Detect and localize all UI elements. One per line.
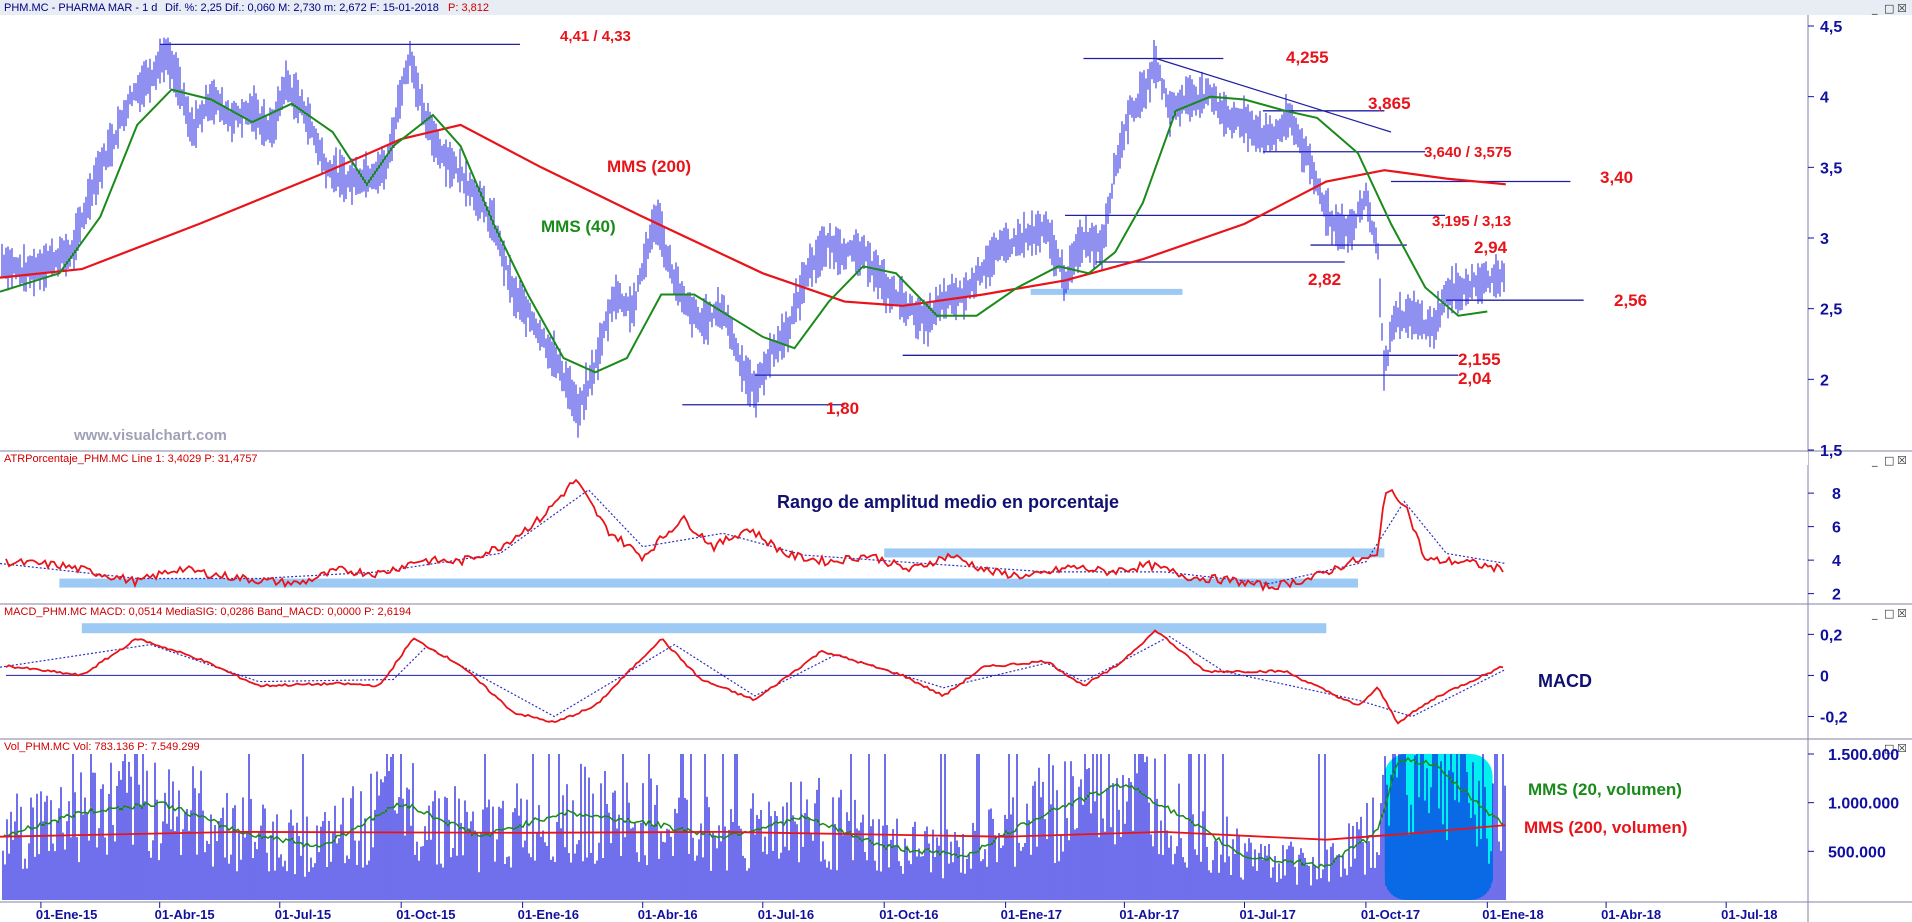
xtick-label: 01-Abr-18 — [1601, 907, 1661, 922]
macd-line — [5, 629, 1504, 725]
macd-signal-line — [0, 635, 1507, 718]
vol-ytick-label: 1.500.000 — [1828, 747, 1899, 764]
level-label-6: 2,94 — [1474, 238, 1508, 257]
macd-close-icon[interactable]: ☒ — [1897, 607, 1907, 620]
atr-signal-line — [0, 489, 1506, 585]
vol-panel-header: Vol_PHM.MC Vol: 783.136 P: 7.549.299 _ □… — [4, 741, 1907, 755]
vol-mms200-label: MMS (200, volumen) — [1524, 818, 1687, 837]
macd-panel-header: MACD_PHM.MC MACD: 0,0514 MediaSIG: 0,028… — [4, 606, 1907, 620]
xtick-label: 01-Jul-16 — [758, 907, 814, 922]
atr-panel-header: ATRPorcentaje_PHM.MC Line 1: 3,4029 P: 3… — [0, 452, 1907, 467]
level-label-0: 4,41 / 4,33 — [560, 28, 631, 45]
price-panel-header — [0, 0, 1912, 15]
macd-panel — [0, 623, 1507, 725]
macd-ytick-label: 0,2 — [1820, 627, 1842, 644]
xtick-label: 01-Ene-17 — [1001, 907, 1062, 922]
macd-ytick-label: 0 — [1820, 668, 1829, 685]
price-window-controls: _ □ ☒ — [1871, 2, 1907, 15]
vol-ytick-label: 1.000.000 — [1828, 796, 1899, 813]
vol-minimize-icon[interactable]: _ — [1871, 742, 1878, 755]
price-ytick-label: 1,5 — [1820, 443, 1842, 460]
atr-line — [5, 478, 1504, 593]
xtick-label: 01-Jul-15 — [275, 907, 331, 922]
xtick-label: 01-Oct-15 — [396, 907, 455, 922]
volume-mms20-line — [3, 756, 1505, 869]
vol-close-icon[interactable]: ☒ — [1897, 742, 1907, 755]
atr-ytick-label: 8 — [1832, 486, 1841, 503]
atr-ytick-label: 4 — [1832, 553, 1841, 570]
axes-layer: 4,5 4 3,5 3 2,5 2 1,5 01-Ene-15 01-Abr-15 01-Jul-… — [36, 19, 1899, 922]
xtick-label: 01-Ene-15 — [36, 907, 97, 922]
level-label-4: 3,40 — [1600, 168, 1633, 187]
level-label-1: 4,255 — [1286, 48, 1329, 67]
price-ytick-label: 4 — [1820, 90, 1829, 107]
vol-ytick-label: 500.000 — [1828, 844, 1886, 861]
xtick-label: 01-Jul-17 — [1239, 907, 1295, 922]
price-panel-title: PHM.MC - PHARMA MAR - 1 d — [4, 2, 157, 14]
volume-bars — [2, 754, 1506, 900]
minimize-icon[interactable]: _ — [1871, 2, 1878, 15]
xtick-label: 01-Ene-18 — [1482, 907, 1543, 922]
xtick-label: 01-Oct-16 — [879, 907, 938, 922]
price-bars — [1, 37, 1505, 438]
level-label-7: 2,82 — [1308, 270, 1341, 289]
xtick-label: 01-Ene-16 — [518, 907, 579, 922]
watermark: www.visualchart.com — [73, 427, 227, 444]
macd-band-0 — [81, 623, 1327, 634]
support-band — [1030, 288, 1183, 295]
atr-maximize-icon[interactable]: □ — [1884, 454, 1894, 467]
price-ytick-label: 3 — [1820, 231, 1829, 248]
level-label-3: 3,640 / 3,575 — [1424, 144, 1512, 161]
macd-chart-title: MACD — [1538, 671, 1592, 691]
trendline — [1155, 57, 1392, 133]
volume-panel — [0, 754, 1506, 900]
macd-minimize-icon[interactable]: _ — [1871, 607, 1878, 620]
macd-maximize-icon[interactable]: □ — [1884, 607, 1894, 620]
atr-band-1 — [884, 548, 1385, 558]
level-label-9: 2,155 — [1458, 350, 1501, 369]
level-label-11: 1,80 — [826, 399, 859, 418]
atr-ytick-label: 2 — [1832, 587, 1841, 604]
vol-panel-title: Vol_PHM.MC Vol: 783.136 P: 7.549.299 — [4, 741, 200, 753]
atr-panel-title: ATRPorcentaje_PHM.MC Line 1: 3,4029 P: 3… — [4, 453, 258, 465]
close-icon[interactable]: ☒ — [1897, 2, 1907, 15]
volume-mms200-line — [0, 824, 1506, 841]
level-label-5: 3,195 / 3,13 — [1432, 213, 1511, 230]
price-ytick-label: 2 — [1820, 372, 1829, 389]
xtick-label: 01-Abr-17 — [1119, 907, 1179, 922]
price-panel: 4,41 / 4,33 4,255 3,865 3,640 / 3,575 3,40 3,… — [0, 28, 1647, 438]
atr-ytick-label: 6 — [1832, 520, 1841, 537]
price-ytick-label: 4,5 — [1820, 19, 1842, 36]
maximize-icon[interactable]: □ — [1884, 2, 1894, 15]
vol-maximize-icon[interactable]: □ — [1884, 742, 1894, 755]
mms200-line — [0, 123, 1506, 307]
level-label-2: 3,865 — [1368, 94, 1411, 113]
price-panel-p: P: 3,812 — [448, 2, 489, 14]
macd-panel-title: MACD_PHM.MC MACD: 0,0514 MediaSIG: 0,028… — [4, 606, 411, 618]
atr-close-icon[interactable]: ☒ — [1897, 454, 1907, 467]
mms40-line — [0, 88, 1488, 374]
macd-ytick-label: -0,2 — [1820, 709, 1848, 726]
vol-mms20-label: MMS (20, volumen) — [1528, 780, 1682, 799]
level-label-10: 2,04 — [1458, 369, 1492, 388]
xtick-label: 01-Oct-17 — [1361, 907, 1420, 922]
mms40-label: MMS (40) — [541, 217, 616, 236]
atr-minimize-icon[interactable]: _ — [1871, 454, 1878, 467]
xtick-label: 01-Jul-18 — [1721, 907, 1777, 922]
atr-chart-title: Rango de amplitud medio en porcentaje — [777, 492, 1119, 512]
price-ytick-label: 2,5 — [1820, 302, 1842, 319]
xtick-label: 01-Abr-16 — [638, 907, 698, 922]
mms200-label: MMS (200) — [607, 157, 691, 176]
level-label-8: 2,56 — [1614, 291, 1647, 310]
atr-band-0 — [59, 578, 1358, 588]
price-panel-stats: Dif. %: 2,25 Dif.: 0,060 M: 2,730 m: 2,6… — [165, 2, 439, 14]
xtick-label: 01-Abr-15 — [155, 907, 215, 922]
atr-panel — [0, 478, 1506, 593]
panel-frames — [0, 15, 1912, 922]
price-ytick-label: 3,5 — [1820, 160, 1842, 177]
